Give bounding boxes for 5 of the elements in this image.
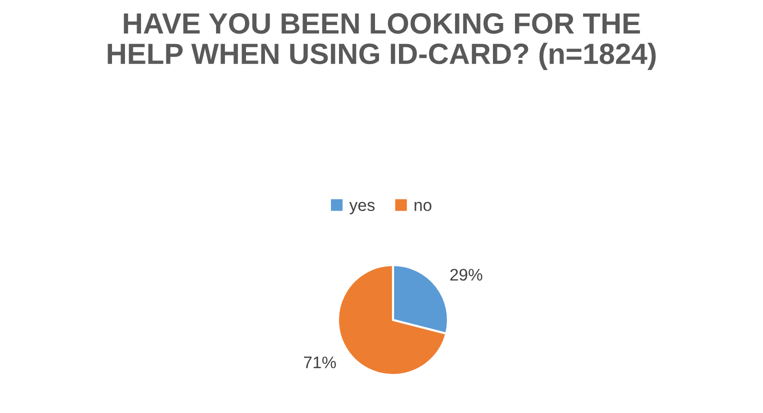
chart-title: HAVE YOU BEEN LOOKING FOR THE HELP WHEN USING ID-CARD? (n=1824) (108, 13, 656, 70)
legend-label: yes (349, 202, 375, 214)
data-label: 29% (450, 268, 482, 281)
legend-label: no (414, 202, 432, 212)
data-label: 71% (304, 356, 336, 368)
